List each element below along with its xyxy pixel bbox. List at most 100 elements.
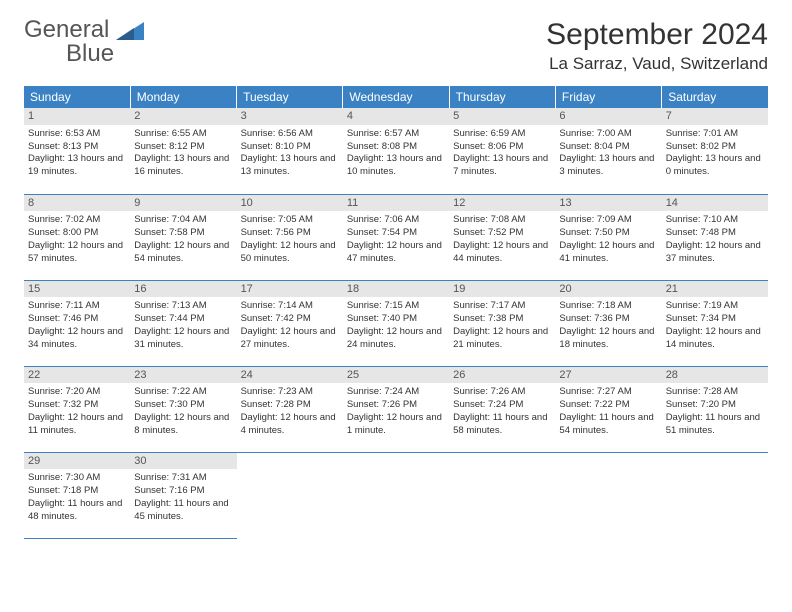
calendar-cell: 8Sunrise: 7:02 AMSunset: 8:00 PMDaylight… [24,194,130,280]
calendar-cell: 24Sunrise: 7:23 AMSunset: 7:28 PMDayligh… [237,366,343,452]
day-number: 6 [555,108,661,125]
calendar-cell: 19Sunrise: 7:17 AMSunset: 7:38 PMDayligh… [449,280,555,366]
daylight-line: Daylight: 13 hours and 10 minutes. [347,153,445,179]
sunset-line: Sunset: 7:22 PM [559,399,657,412]
day-header-row: Sunday Monday Tuesday Wednesday Thursday… [24,86,768,108]
sunset-line: Sunset: 7:44 PM [134,313,232,326]
calendar-cell: 23Sunrise: 7:22 AMSunset: 7:30 PMDayligh… [130,366,236,452]
logo-word-1: General [24,16,109,43]
location: La Sarraz, Vaud, Switzerland [546,54,768,74]
day-number: 22 [24,367,130,384]
day-number: 7 [662,108,768,125]
sunset-line: Sunset: 7:28 PM [241,399,339,412]
daylight-line: Daylight: 13 hours and 16 minutes. [134,153,232,179]
calendar-cell: 20Sunrise: 7:18 AMSunset: 7:36 PMDayligh… [555,280,661,366]
calendar-row: 29Sunrise: 7:30 AMSunset: 7:18 PMDayligh… [24,452,768,538]
day-number: 18 [343,281,449,298]
day-number: 29 [24,453,130,470]
sunset-line: Sunset: 8:08 PM [347,141,445,154]
sunrise-line: Sunrise: 6:57 AM [347,128,445,141]
sunrise-line: Sunrise: 7:18 AM [559,300,657,313]
daylight-line: Daylight: 12 hours and 34 minutes. [28,326,126,352]
day-number: 11 [343,195,449,212]
sunrise-line: Sunrise: 7:27 AM [559,386,657,399]
sunset-line: Sunset: 8:10 PM [241,141,339,154]
day-header: Monday [130,86,236,108]
day-number: 3 [237,108,343,125]
day-header: Thursday [449,86,555,108]
daylight-line: Daylight: 12 hours and 24 minutes. [347,326,445,352]
calendar-cell: 27Sunrise: 7:27 AMSunset: 7:22 PMDayligh… [555,366,661,452]
day-header: Saturday [662,86,768,108]
sunset-line: Sunset: 7:54 PM [347,227,445,240]
calendar-cell: 2 Sunrise: 6:55 AMSunset: 8:12 PMDaylight… [130,108,236,194]
daylight-line: Daylight: 12 hours and 41 minutes. [559,240,657,266]
day-number: 17 [237,281,343,298]
calendar-cell: 21Sunrise: 7:19 AMSunset: 7:34 PMDayligh… [662,280,768,366]
title-block: September 2024 La Sarraz, Vaud, Switzerl… [546,18,768,74]
sunrise-line: Sunrise: 7:17 AM [453,300,551,313]
sunrise-line: Sunrise: 7:13 AM [134,300,232,313]
sunrise-line: Sunrise: 7:23 AM [241,386,339,399]
sunrise-line: Sunrise: 6:55 AM [134,128,232,141]
calendar-cell: 29Sunrise: 7:30 AMSunset: 7:18 PMDayligh… [24,452,130,538]
calendar-row: 8Sunrise: 7:02 AMSunset: 8:00 PMDaylight… [24,194,768,280]
sunrise-line: Sunrise: 7:15 AM [347,300,445,313]
sunset-line: Sunset: 8:06 PM [453,141,551,154]
sunset-line: Sunset: 7:26 PM [347,399,445,412]
daylight-line: Daylight: 12 hours and 47 minutes. [347,240,445,266]
day-number: 25 [343,367,449,384]
daylight-line: Daylight: 11 hours and 58 minutes. [453,412,551,438]
calendar-cell [449,452,555,538]
daylight-line: Daylight: 12 hours and 14 minutes. [666,326,764,352]
calendar-cell: 16Sunrise: 7:13 AMSunset: 7:44 PMDayligh… [130,280,236,366]
day-number: 12 [449,195,555,212]
sunset-line: Sunset: 7:52 PM [453,227,551,240]
daylight-line: Daylight: 12 hours and 31 minutes. [134,326,232,352]
day-number: 21 [662,281,768,298]
day-number: 27 [555,367,661,384]
sunset-line: Sunset: 8:12 PM [134,141,232,154]
calendar-cell: 28Sunrise: 7:28 AMSunset: 7:20 PMDayligh… [662,366,768,452]
calendar-cell: 10Sunrise: 7:05 AMSunset: 7:56 PMDayligh… [237,194,343,280]
calendar-cell: 13Sunrise: 7:09 AMSunset: 7:50 PMDayligh… [555,194,661,280]
logo-word-2: Blue [66,40,114,67]
daylight-line: Daylight: 12 hours and 11 minutes. [28,412,126,438]
calendar-cell [237,452,343,538]
sunrise-line: Sunrise: 7:08 AM [453,214,551,227]
sunset-line: Sunset: 7:32 PM [28,399,126,412]
day-number: 1 [24,108,130,125]
sunset-line: Sunset: 7:56 PM [241,227,339,240]
sunset-line: Sunset: 7:40 PM [347,313,445,326]
header: General Blue September 2024 La Sarraz, V… [24,18,768,74]
daylight-line: Daylight: 11 hours and 48 minutes. [28,498,126,524]
sunrise-line: Sunrise: 7:26 AM [453,386,551,399]
sunset-line: Sunset: 7:38 PM [453,313,551,326]
calendar-cell: 1Sunrise: 6:53 AMSunset: 8:13 PMDaylight… [24,108,130,194]
day-number: 5 [449,108,555,125]
daylight-line: Daylight: 12 hours and 27 minutes. [241,326,339,352]
calendar-cell: 4Sunrise: 6:57 AMSunset: 8:08 PMDaylight… [343,108,449,194]
sunrise-line: Sunrise: 7:02 AM [28,214,126,227]
calendar-cell: 6Sunrise: 7:00 AMSunset: 8:04 PMDaylight… [555,108,661,194]
calendar-cell [555,452,661,538]
calendar-cell: 22Sunrise: 7:20 AMSunset: 7:32 PMDayligh… [24,366,130,452]
calendar-cell: 12Sunrise: 7:08 AMSunset: 7:52 PMDayligh… [449,194,555,280]
day-number: 30 [130,453,236,470]
daylight-line: Daylight: 11 hours and 45 minutes. [134,498,232,524]
sunset-line: Sunset: 7:20 PM [666,399,764,412]
logo-triangle-icon [116,22,144,42]
month-title: September 2024 [546,18,768,52]
daylight-line: Daylight: 12 hours and 1 minute. [347,412,445,438]
day-number: 2 [130,108,236,125]
calendar-row: 1Sunrise: 6:53 AMSunset: 8:13 PMDaylight… [24,108,768,194]
calendar-cell: 30Sunrise: 7:31 AMSunset: 7:16 PMDayligh… [130,452,236,538]
sunrise-line: Sunrise: 7:14 AM [241,300,339,313]
sunrise-line: Sunrise: 7:05 AM [241,214,339,227]
calendar-cell: 5Sunrise: 6:59 AMSunset: 8:06 PMDaylight… [449,108,555,194]
sunrise-line: Sunrise: 7:10 AM [666,214,764,227]
calendar-row: 15Sunrise: 7:11 AMSunset: 7:46 PMDayligh… [24,280,768,366]
daylight-line: Daylight: 12 hours and 8 minutes. [134,412,232,438]
logo: General Blue [24,18,144,66]
sunrise-line: Sunrise: 7:30 AM [28,472,126,485]
